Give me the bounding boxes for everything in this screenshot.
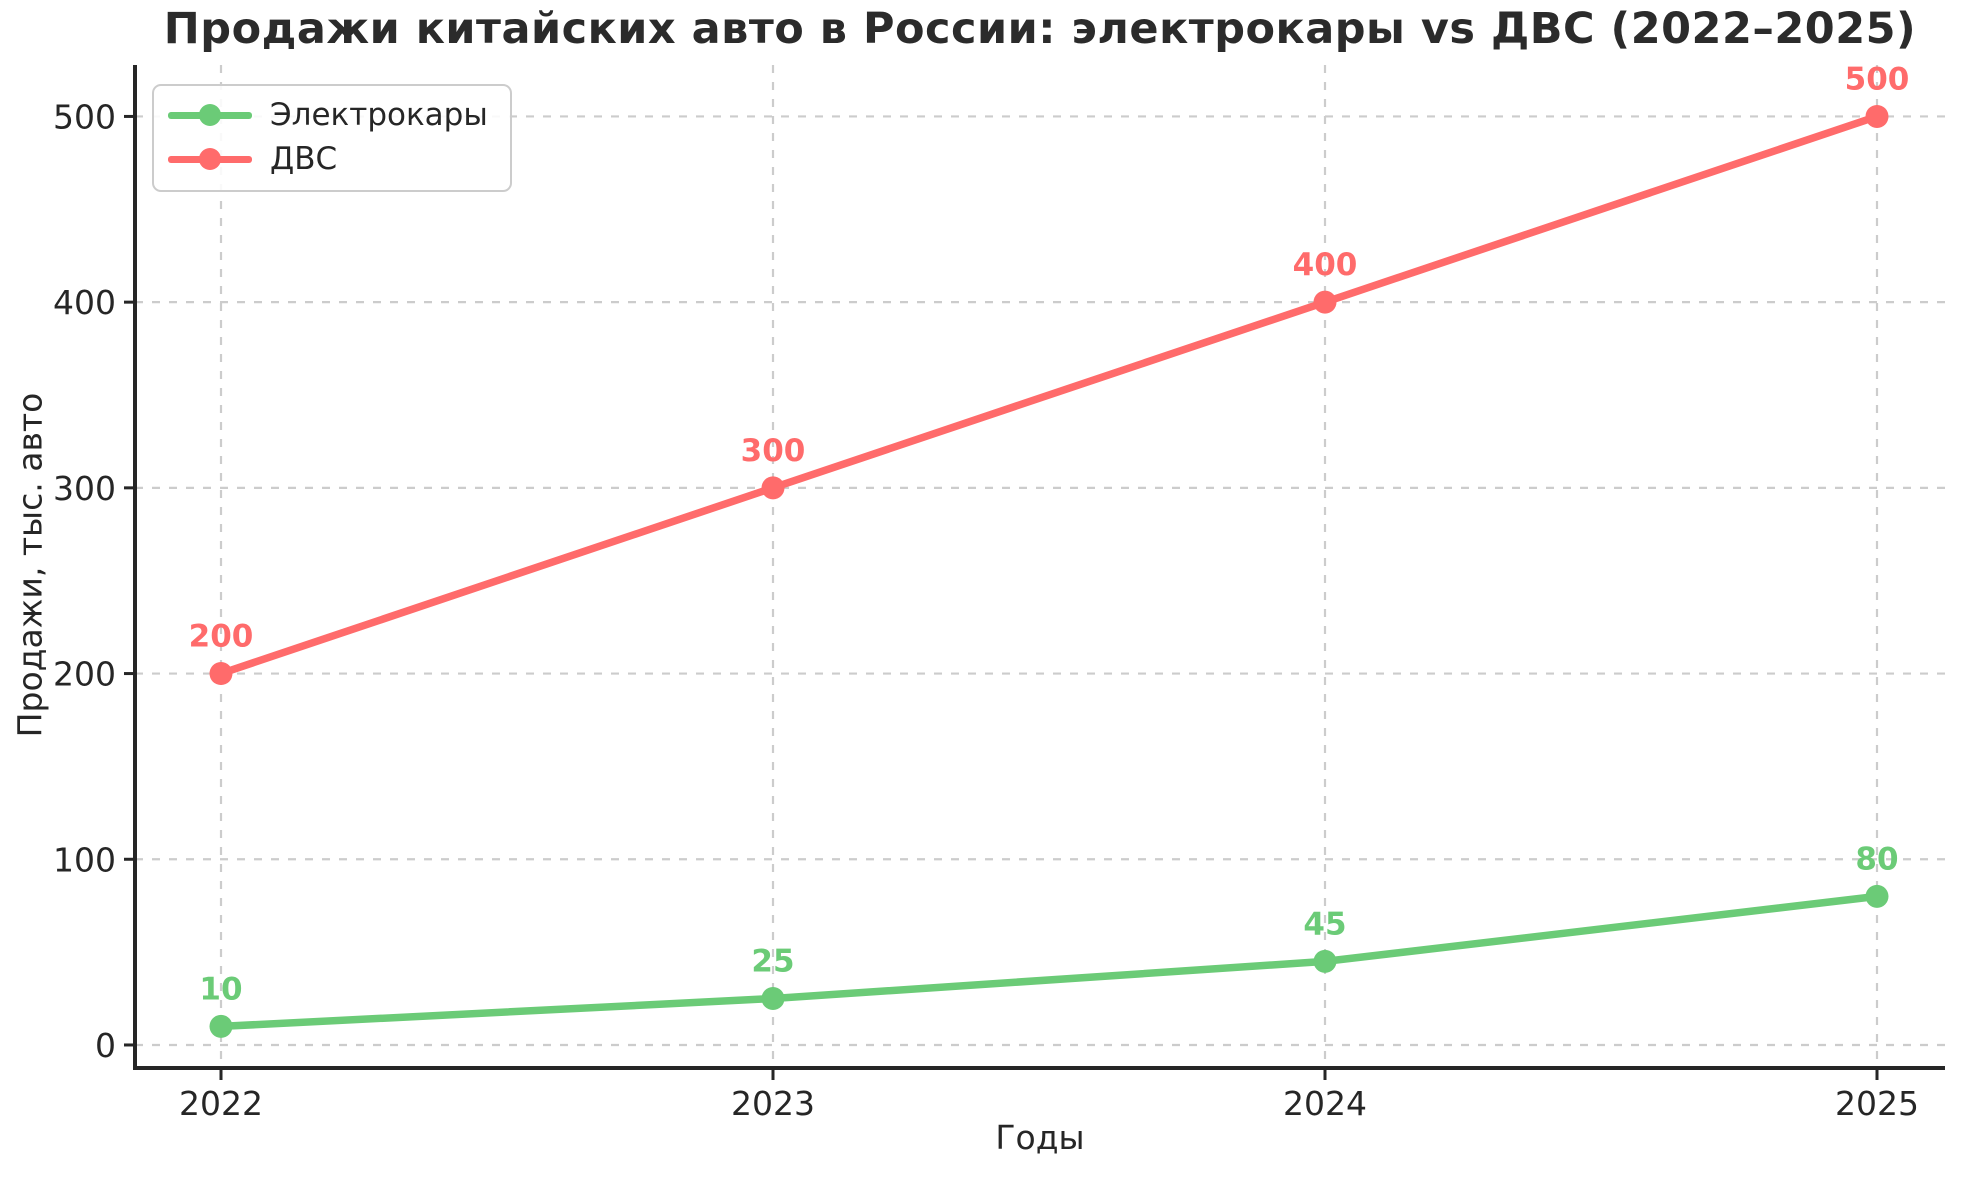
data-point: [1865, 884, 1889, 908]
data-label: 300: [741, 433, 806, 469]
data-label: 80: [1855, 841, 1898, 877]
y-tick-label: 400: [53, 283, 116, 322]
y-axis-label: Продажи, тыс. авто: [10, 392, 50, 738]
legend-item-ice: ДВС: [168, 142, 488, 176]
legend-label-ice: ДВС: [270, 141, 338, 178]
x-axis-label: Годы: [995, 1118, 1085, 1157]
data-point: [209, 1014, 233, 1038]
data-point: [1313, 949, 1337, 973]
data-label: 400: [1293, 247, 1358, 283]
data-point: [1865, 104, 1889, 128]
data-point: [761, 987, 785, 1011]
legend-sample-electrocars: [168, 103, 252, 127]
data-label: 25: [751, 944, 794, 980]
data-label: 10: [199, 971, 242, 1007]
series-line: [217, 892, 1881, 1031]
y-tick-label: 500: [53, 97, 116, 136]
series-line: [217, 112, 1881, 678]
legend-marker-icon: [199, 104, 221, 127]
legend-marker-icon: [199, 148, 221, 171]
legend-item-electrocars: Электрокары: [168, 98, 488, 132]
y-tick-label: 0: [95, 1026, 116, 1065]
y-tick-label: 300: [53, 469, 116, 508]
data-label: 500: [1845, 61, 1910, 97]
x-tick-label: 2024: [1283, 1084, 1367, 1123]
legend-sample-ice: [168, 147, 252, 171]
data-label: 200: [189, 619, 254, 655]
x-tick-label: 2022: [179, 1084, 263, 1123]
x-tick-label: 2023: [731, 1084, 815, 1123]
data-point: [209, 662, 233, 686]
legend-label-electrocars: Электрокары: [270, 97, 488, 133]
x-tick-label: 2025: [1835, 1084, 1919, 1123]
y-tick-label: 200: [53, 655, 116, 694]
chart-title: Продажи китайских авто в России: электро…: [163, 4, 1917, 54]
data-point: [761, 476, 785, 500]
data-label: 45: [1303, 906, 1346, 942]
data-point: [1313, 290, 1337, 314]
legend: Электрокары ДВС: [152, 84, 512, 193]
y-tick-label: 100: [53, 840, 116, 879]
